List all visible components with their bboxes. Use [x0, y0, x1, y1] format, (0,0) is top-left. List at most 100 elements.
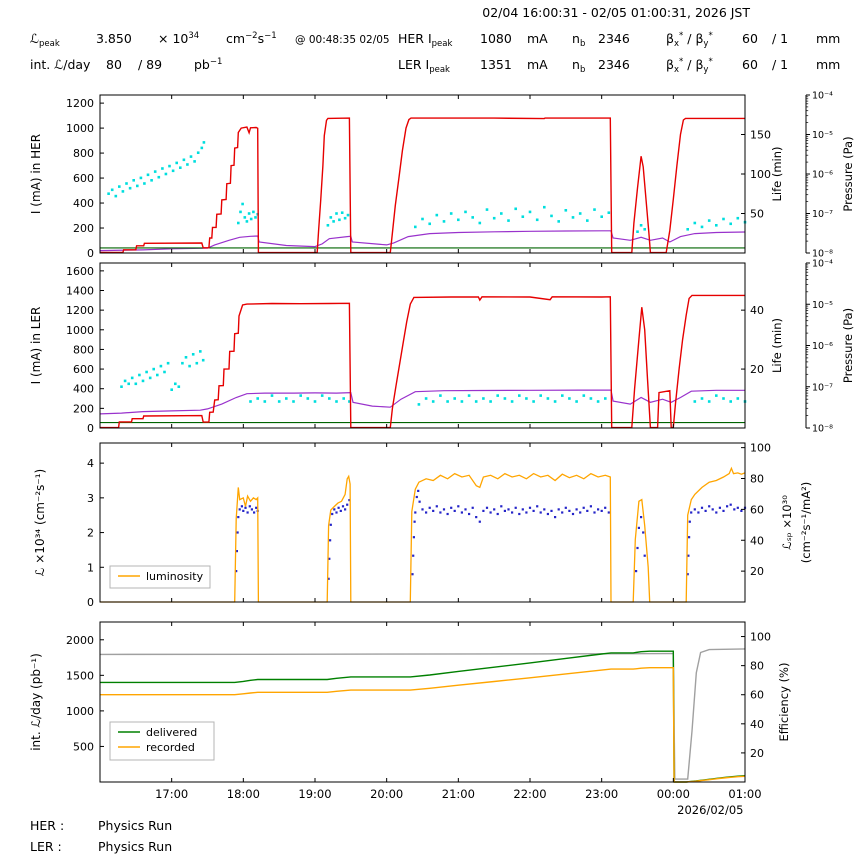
her-ipeak-value: 1080 [480, 31, 512, 46]
svg-text:10⁻⁷: 10⁻⁷ [812, 209, 833, 220]
series-current [100, 294, 745, 429]
svg-text:1000: 1000 [66, 705, 94, 718]
svg-text:80: 80 [750, 473, 764, 486]
series-pressure [99, 230, 746, 252]
svg-text:23:00: 23:00 [585, 787, 618, 801]
svg-text:60: 60 [750, 503, 764, 516]
svg-text:luminosity: luminosity [146, 570, 204, 583]
her-beta-value: 60 [742, 31, 758, 46]
ler-ipeak-value: 1351 [480, 57, 512, 72]
series-life [120, 350, 747, 406]
svg-text:10⁻⁶: 10⁻⁶ [812, 341, 833, 352]
svg-text:1400: 1400 [66, 285, 94, 298]
svg-text:10⁻⁶: 10⁻⁶ [812, 170, 833, 181]
svg-text:22:00: 22:00 [513, 787, 546, 801]
svg-text:20: 20 [750, 565, 764, 578]
svg-text:80: 80 [750, 660, 764, 673]
svg-text:1200: 1200 [66, 304, 94, 317]
svg-text:0: 0 [87, 596, 94, 609]
panel-ler: 0 200 400 600 800 1000 1200 1400 1600 I (mA) in L… [29, 259, 855, 436]
svg-text:01:00: 01:00 [728, 787, 761, 801]
svg-text:21:00: 21:00 [442, 787, 475, 801]
svg-text:I (mA) in LER: I (mA) in LER [29, 307, 43, 385]
svg-text:1600: 1600 [66, 265, 94, 278]
series-life [107, 141, 747, 233]
svg-text:3: 3 [87, 492, 94, 505]
svg-text:ℒ ×10³⁴ (cm⁻²s⁻¹): ℒ ×10³⁴ (cm⁻²s⁻¹) [33, 469, 47, 576]
ler-run-label: LER : [30, 839, 62, 854]
svg-text:Pressure (Pa): Pressure (Pa) [841, 136, 855, 211]
lpeak-unit: cm−2s−1 [226, 31, 277, 46]
her-nb-label: nb [572, 31, 586, 49]
series-current [100, 117, 745, 254]
svg-text:40: 40 [750, 534, 764, 547]
ler-ipeak-label: LER Ipeak [398, 57, 450, 75]
svg-text:10⁻⁸: 10⁻⁸ [812, 424, 833, 435]
svg-text:17:00: 17:00 [155, 787, 188, 801]
her-run-label: HER : [30, 818, 65, 833]
panel-her: 0 200 400 600 800 1000 1200 I (mA) in HER 50 100 1… [29, 91, 855, 261]
svg-text:recorded: recorded [146, 741, 195, 754]
svg-text:0: 0 [87, 247, 94, 260]
svg-text:Pressure (Pa): Pressure (Pa) [841, 308, 855, 383]
ler-run-row: LER : Physics Run [30, 839, 172, 854]
svg-text:50: 50 [750, 208, 764, 221]
svg-text:600: 600 [73, 363, 94, 376]
svg-text:Life (min): Life (min) [770, 318, 784, 373]
svg-text:40: 40 [750, 304, 764, 317]
svg-text:2026/02/05: 2026/02/05 [677, 803, 743, 817]
svg-text:Efficiency (%): Efficiency (%) [777, 663, 791, 742]
svg-text:I (mA) in HER: I (mA) in HER [29, 134, 43, 214]
lpeak-scale: × 1034 [158, 31, 200, 46]
panel-luminosity: 0 1 2 3 4 ℒ ×10³⁴ (cm⁻²s⁻¹) 20 40 60 80 100 ℒₛₚ ×10… [33, 442, 813, 609]
lpeak-time: @ 00:48:35 02/05 [295, 34, 390, 46]
intl-value: 80 [106, 57, 122, 72]
svg-text:Life (min): Life (min) [770, 146, 784, 201]
svg-text:1200: 1200 [66, 97, 94, 110]
svg-text:100: 100 [750, 168, 771, 181]
ler-beta-unit: mm [816, 57, 841, 72]
ler-nb-value: 2346 [598, 57, 630, 72]
svg-text:int. ℒ/day (pb⁻¹): int. ℒ/day (pb⁻¹) [29, 653, 43, 751]
her-run-value: Physics Run [97, 818, 173, 833]
ler-ipeak-unit: mA [527, 57, 548, 72]
svg-text:40: 40 [750, 718, 764, 731]
lpeak-value: 3.850 [96, 31, 132, 46]
svg-text:100: 100 [750, 631, 771, 644]
series-efficiency [99, 648, 746, 780]
svg-text:10⁻⁸: 10⁻⁸ [812, 249, 833, 260]
ler-beta-label: βx* / βy* [666, 57, 713, 75]
svg-text:800: 800 [73, 343, 94, 356]
her-nb-value: 2346 [598, 31, 630, 46]
svg-text:600: 600 [73, 172, 94, 185]
svg-text:400: 400 [73, 383, 94, 396]
her-beta-unit: mm [816, 31, 841, 46]
ler-nb-label: nb [572, 57, 586, 75]
svg-text:10⁻⁴: 10⁻⁴ [812, 259, 833, 270]
svg-text:20: 20 [750, 747, 764, 760]
svg-text:18:00: 18:00 [227, 787, 260, 801]
time-range-title: 02/04 16:00:31 - 02/05 01:00:31, 2026 JS… [482, 5, 750, 20]
intl-den: / 89 [138, 57, 163, 72]
svg-text:100: 100 [750, 442, 771, 455]
series-recorded [100, 667, 746, 783]
svg-text:10⁻⁵: 10⁻⁵ [812, 130, 833, 141]
svg-text:400: 400 [73, 197, 94, 210]
series-delivered [100, 650, 746, 783]
svg-text:delivered: delivered [146, 726, 197, 739]
svg-text:0: 0 [87, 422, 94, 435]
ler-beta-value: 60 [742, 57, 758, 72]
svg-text:2: 2 [87, 527, 94, 540]
her-beta-label: βx* / βy* [666, 31, 713, 49]
ler-beta-den: / 1 [772, 57, 789, 72]
svg-text:20:00: 20:00 [370, 787, 403, 801]
series-pressure [99, 389, 745, 415]
panel-integrated: 500 1000 1500 2000 int. ℒ/day (pb⁻¹) 20 40 60 80… [29, 621, 791, 817]
svg-text:10⁻⁵: 10⁻⁵ [812, 300, 833, 311]
svg-text:800: 800 [73, 147, 94, 160]
svg-text:10⁻⁷: 10⁻⁷ [812, 382, 833, 393]
svg-text:500: 500 [73, 740, 94, 753]
svg-text:1000: 1000 [66, 122, 94, 135]
svg-text:1: 1 [87, 561, 94, 574]
